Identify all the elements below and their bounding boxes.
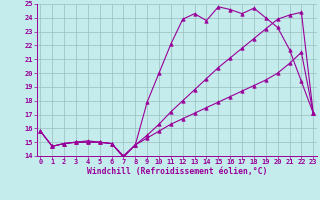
X-axis label: Windchill (Refroidissement éolien,°C): Windchill (Refroidissement éolien,°C) bbox=[87, 167, 267, 176]
